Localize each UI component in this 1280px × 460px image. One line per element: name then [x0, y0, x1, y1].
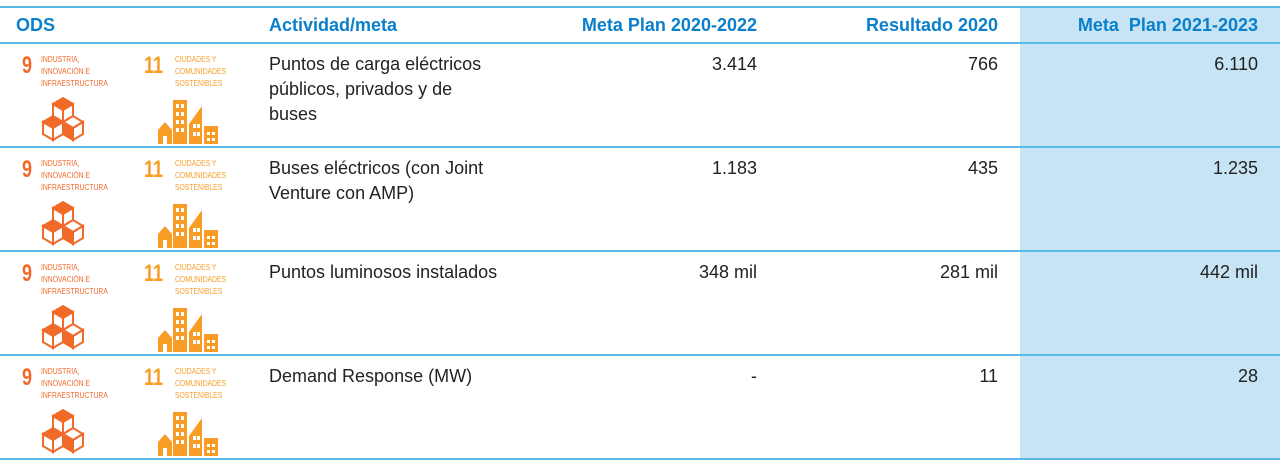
- ods-cell: 9 Industria, innovación e infraestructura…: [0, 147, 248, 251]
- sdg-11-badge: 11 Ciudades y comunidades sostenibles: [144, 262, 244, 354]
- ods-cell: 9 Industria, innovación e infraestructura…: [0, 251, 248, 355]
- actividad-cell: Puntos de carga eléctricos públicos, pri…: [269, 54, 482, 124]
- sdg-number: 9: [22, 364, 33, 391]
- city-buildings-icon: [158, 204, 218, 248]
- table-row: 9 Industria, innovación e infraestructura…: [0, 43, 1280, 147]
- meta-2020-2022-cell: 1.183: [711, 158, 757, 178]
- header-meta-2021-2023: Meta Plan 2021-2023: [1020, 7, 1280, 43]
- city-buildings-icon: [158, 308, 218, 352]
- resultado-2020-cell: 281 mil: [939, 262, 998, 282]
- sdg-11-badge: 11 Ciudades y comunidades sostenibles: [144, 54, 244, 146]
- sdg-number: 11: [144, 52, 164, 79]
- meta-2021-2023-cell: 6.110: [1020, 43, 1280, 147]
- targets-table: ODS Actividad/meta Meta Plan 2020-2022 R…: [0, 6, 1280, 460]
- sdg-9-badge: 9 Industria, innovación e infraestructura: [22, 54, 122, 146]
- sdg-label: Industria, innovación e infraestructura: [41, 55, 109, 88]
- sdg-label: Ciudades y comunidades sostenibles: [175, 367, 227, 400]
- actividad-cell: Puntos luminosos instalados: [269, 262, 498, 282]
- actividad-cell: Demand Response (MW): [269, 366, 473, 386]
- header-resultado-2020: Resultado 2020: [865, 15, 998, 35]
- cubes-icon: [41, 96, 85, 142]
- cubes-icon: [41, 200, 85, 246]
- meta-2020-2022-cell: 3.414: [711, 54, 757, 74]
- meta-2020-2022-cell: -: [751, 366, 757, 386]
- header-ods: ODS: [16, 15, 56, 35]
- table-row: 9 Industria, innovación e infraestructura…: [0, 355, 1280, 459]
- sdg-9-badge: 9 Industria, innovación e infraestructura: [22, 262, 122, 354]
- sdg-label: Industria, innovación e infraestructura: [41, 367, 109, 400]
- meta-2021-2023-cell: 28: [1020, 355, 1280, 459]
- header-actividad: Actividad/meta: [269, 15, 398, 35]
- sdg-11-badge: 11 Ciudades y comunidades sostenibles: [144, 366, 244, 458]
- sdg-label: Industria, innovación e infraestructura: [41, 159, 109, 192]
- ods-cell: 9 Industria, innovación e infraestructura…: [0, 355, 248, 459]
- resultado-2020-cell: 766: [967, 54, 998, 74]
- sdg-9-badge: 9 Industria, innovación e infraestructura: [22, 366, 122, 458]
- header-row: ODS Actividad/meta Meta Plan 2020-2022 R…: [0, 7, 1280, 43]
- meta-2021-2023-cell: 442 mil: [1020, 251, 1280, 355]
- meta-2020-2022-cell: 348 mil: [698, 262, 757, 282]
- sdg-number: 9: [22, 156, 33, 183]
- ods-cell: 9 Industria, innovación e infraestructura…: [0, 43, 248, 147]
- sdg-label: Ciudades y comunidades sostenibles: [175, 159, 227, 192]
- table-row: 9 Industria, innovación e infraestructura…: [0, 147, 1280, 251]
- sdg-11-badge: 11 Ciudades y comunidades sostenibles: [144, 158, 244, 250]
- city-buildings-icon: [158, 412, 218, 456]
- sdg-number: 9: [22, 260, 33, 287]
- cubes-icon: [41, 304, 85, 350]
- actividad-cell: Buses eléctricos (con Joint Venture con …: [269, 158, 484, 203]
- city-buildings-icon: [158, 100, 218, 144]
- sdg-label: Industria, innovación e infraestructura: [41, 263, 109, 296]
- sdg-number: 11: [144, 156, 164, 183]
- table-row: 9 Industria, innovación e infraestructura…: [0, 251, 1280, 355]
- sdg-number: 11: [144, 364, 164, 391]
- resultado-2020-cell: 435: [967, 158, 998, 178]
- sdg-number: 11: [144, 260, 164, 287]
- sdg-label: Ciudades y comunidades sostenibles: [175, 55, 227, 88]
- header-meta-2020-2022: Meta Plan 2020-2022: [581, 15, 757, 35]
- sdg-number: 9: [22, 52, 33, 79]
- resultado-2020-cell: 11: [979, 366, 998, 386]
- meta-2021-2023-cell: 1.235: [1020, 147, 1280, 251]
- sdg-9-badge: 9 Industria, innovación e infraestructura: [22, 158, 122, 250]
- cubes-icon: [41, 408, 85, 454]
- sdg-label: Ciudades y comunidades sostenibles: [175, 263, 227, 296]
